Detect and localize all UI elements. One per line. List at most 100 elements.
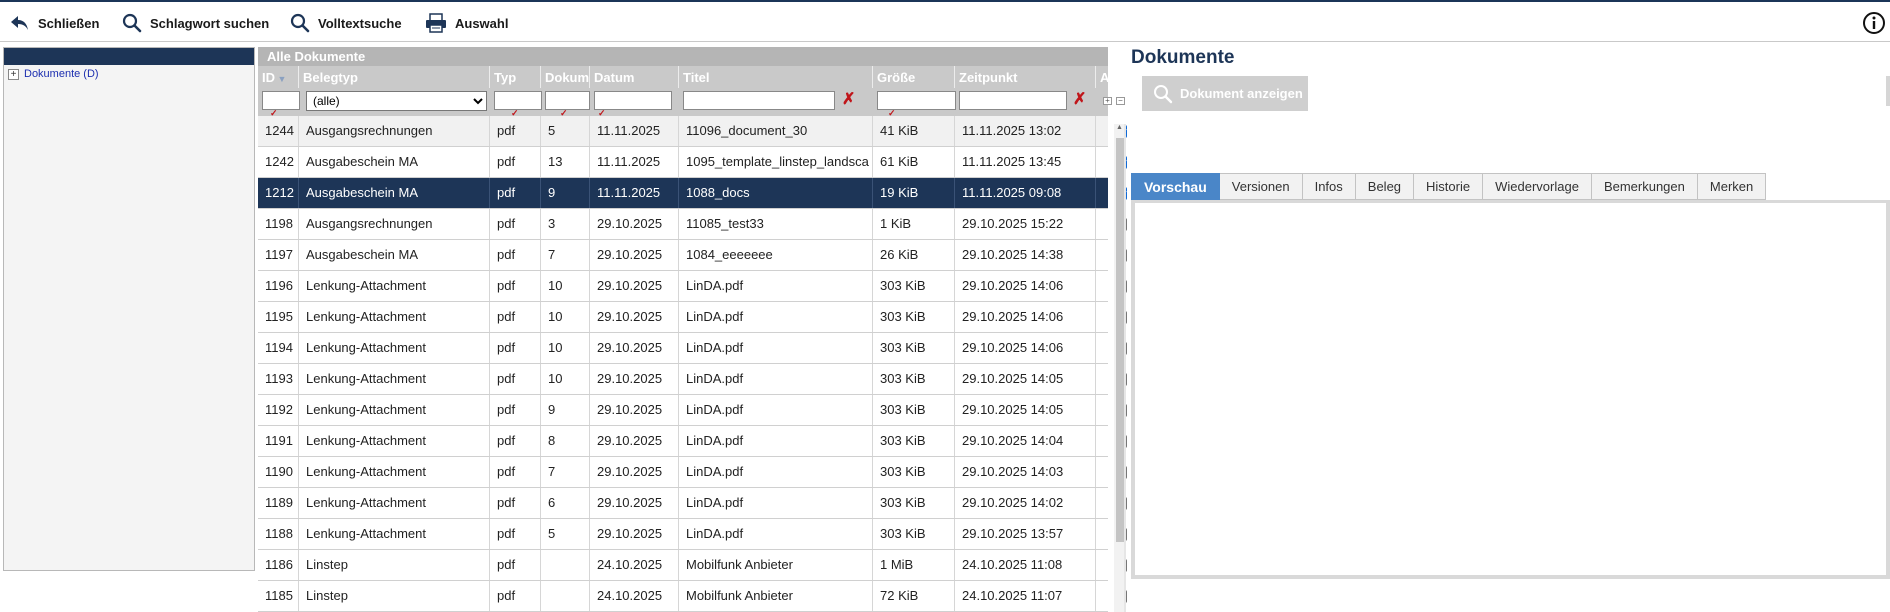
col-header-datum[interactable]: Datum [590, 66, 679, 88]
cell-groesse: 303 KiB [873, 457, 955, 487]
cell-titel: Mobilfunk Anbieter [679, 550, 873, 580]
filter-groesse-input[interactable] [877, 91, 956, 110]
tab-historie[interactable]: Historie [1414, 173, 1484, 200]
col-header-ausw[interactable]: Ausw. [1100, 70, 1138, 85]
expand-all-icon[interactable]: + [1103, 97, 1112, 105]
col-header-id[interactable]: ID ▼ [258, 66, 299, 88]
tab-vorschau[interactable]: Vorschau [1131, 173, 1220, 200]
grid-scrollbar[interactable]: ▲ [1114, 124, 1126, 612]
sort-marker-icon: ✓ [511, 108, 519, 118]
tab-infos[interactable]: Infos [1302, 173, 1356, 200]
show-document-button[interactable]: Dokument anzeigen [1142, 76, 1308, 111]
fulltext-search-button[interactable]: Volltextsuche [290, 10, 402, 36]
tree-node-documents[interactable]: + Dokumente (D) [4, 65, 254, 80]
tab-beleg[interactable]: Beleg [1355, 173, 1415, 200]
panel-splitter[interactable] [1124, 124, 1126, 612]
cell-belegtyp: Lenkung-Attachment [299, 364, 490, 394]
sort-marker-icon: ✓ [598, 108, 606, 118]
table-row[interactable]: 1195 Lenkung-Attachment pdf 10 29.10.2025 Lin… [258, 302, 1127, 333]
cell-titel: LinDA.pdf [679, 488, 873, 518]
cell-datum: 29.10.2025 [590, 519, 679, 549]
table-row[interactable]: 1185 Linstep pdf 24.10.2025 Mobilfunk Anbiet… [258, 581, 1127, 612]
cell-groesse: 303 KiB [873, 395, 955, 425]
filter-titel-input[interactable] [683, 91, 835, 110]
panel-edge-handle[interactable] [1886, 76, 1890, 106]
col-header-titel[interactable]: Titel [679, 66, 873, 88]
cell-titel: LinDA.pdf [679, 271, 873, 301]
cell-groesse: 303 KiB [873, 271, 955, 301]
cell-id: 1212 [258, 178, 299, 208]
cell-belegtyp: Ausgabeschein MA [299, 147, 490, 177]
table-row[interactable]: 1189 Lenkung-Attachment pdf 6 29.10.2025 LinD… [258, 488, 1127, 519]
selection-button[interactable]: Auswahl [425, 10, 508, 36]
table-row[interactable]: 1193 Lenkung-Attachment pdf 10 29.10.2025 Lin… [258, 364, 1127, 395]
filter-id-input[interactable] [262, 91, 300, 110]
table-row[interactable]: 1188 Lenkung-Attachment pdf 5 29.10.2025 LinD… [258, 519, 1127, 550]
scroll-up-icon[interactable]: ▲ [1116, 124, 1123, 131]
col-header-dokum[interactable]: Dokum [541, 66, 590, 88]
detail-tabs: Vorschau Versionen Infos Beleg Historie Wiede… [1131, 173, 1767, 200]
magnifier-icon [290, 13, 310, 33]
cell-groesse: 303 KiB [873, 364, 955, 394]
cell-dokum [541, 550, 590, 580]
cell-datum: 29.10.2025 [590, 333, 679, 363]
cell-zeitpunkt: 29.10.2025 14:05 [955, 364, 1096, 394]
document-tree-panel: + Dokumente (D) [3, 47, 255, 571]
cell-dokum: 10 [541, 333, 590, 363]
table-row[interactable]: 1190 Lenkung-Attachment pdf 7 29.10.2025 LinD… [258, 457, 1127, 488]
cell-zeitpunkt: 29.10.2025 14:03 [955, 457, 1096, 487]
main-toolbar: Schließen Schlagwort suchen Volltextsuch… [0, 2, 1890, 42]
cell-belegtyp: Lenkung-Attachment [299, 333, 490, 363]
cell-datum: 24.10.2025 [590, 581, 679, 611]
table-row[interactable]: 1191 Lenkung-Attachment pdf 8 29.10.2025 LinD… [258, 426, 1127, 457]
cell-id: 1194 [258, 333, 299, 363]
table-row[interactable]: 1198 Ausgangsrechnungen pdf 3 29.10.2025 1108… [258, 209, 1127, 240]
col-header-groesse[interactable]: Größe [873, 66, 955, 88]
fulltext-search-label: Volltextsuche [318, 15, 402, 31]
table-row[interactable]: 1196 Lenkung-Attachment pdf 10 29.10.2025 Lin… [258, 271, 1127, 302]
clear-filter-icon[interactable]: ✗ [842, 91, 856, 108]
table-row[interactable]: 1212 Ausgabeschein MA pdf 9 11.11.2025 1088_d… [258, 178, 1127, 209]
grid-scrollbar-thumb[interactable] [1116, 138, 1124, 542]
cell-groesse: 41 KiB [873, 116, 955, 146]
clear-filter-icon[interactable]: ✗ [1073, 91, 1087, 108]
close-button[interactable]: Schließen [10, 10, 99, 36]
grid-caption: Alle Dokumente [258, 47, 1108, 66]
cell-belegtyp: Linstep [299, 550, 490, 580]
cell-typ: pdf [490, 426, 541, 456]
filter-belegtyp-select[interactable]: (alle) [306, 91, 487, 111]
col-header-typ[interactable]: Typ [490, 66, 541, 88]
cell-typ: pdf [490, 333, 541, 363]
col-header-belegtyp[interactable]: Belegtyp [299, 66, 490, 88]
table-row[interactable]: 1194 Lenkung-Attachment pdf 10 29.10.2025 Lin… [258, 333, 1127, 364]
filter-datum-input[interactable] [594, 91, 672, 110]
filter-dokum-input[interactable] [545, 91, 590, 110]
table-row[interactable]: 1244 Ausgangsrechnungen pdf 5 11.11.2025 1109… [258, 116, 1127, 147]
filter-typ-input[interactable] [494, 91, 542, 110]
tab-versionen[interactable]: Versionen [1219, 173, 1303, 200]
plus-icon[interactable]: + [8, 68, 19, 80]
tree-node-label: Dokumente (D) [24, 68, 99, 80]
cell-dokum: 5 [541, 116, 590, 146]
cell-titel: LinDA.pdf [679, 395, 873, 425]
keyword-search-button[interactable]: Schlagwort suchen [122, 10, 269, 36]
cell-dokum: 10 [541, 364, 590, 394]
filter-zeitpunkt-input[interactable] [959, 91, 1067, 110]
tab-bemerkungen[interactable]: Bemerkungen [1591, 173, 1698, 200]
tab-merken[interactable]: Merken [1697, 173, 1767, 200]
cell-id: 1196 [258, 271, 299, 301]
col-header-zeitpunkt[interactable]: Zeitpunkt [955, 66, 1096, 88]
tab-wiedervorlage[interactable]: Wiedervorlage [1483, 173, 1592, 200]
cell-groesse: 303 KiB [873, 488, 955, 518]
info-button[interactable] [1862, 11, 1886, 35]
collapse-all-icon[interactable]: − [1116, 97, 1125, 105]
cell-zeitpunkt: 29.10.2025 14:02 [955, 488, 1096, 518]
keyword-search-label: Schlagwort suchen [150, 15, 270, 31]
table-row[interactable]: 1192 Lenkung-Attachment pdf 9 29.10.2025 LinD… [258, 395, 1127, 426]
document-detail-panel: Dokumente Dokument anzeigen Vorschau Vers… [1128, 47, 1890, 612]
table-row[interactable]: 1197 Ausgabeschein MA pdf 7 29.10.2025 1084_e… [258, 240, 1127, 271]
table-row[interactable]: 1242 Ausgabeschein MA pdf 13 11.11.2025 1095_… [258, 147, 1127, 178]
table-row[interactable]: 1186 Linstep pdf 24.10.2025 Mobilfunk Anbiet… [258, 550, 1127, 581]
magnifier-icon [1154, 84, 1173, 103]
selection-label: Auswahl [455, 15, 509, 31]
